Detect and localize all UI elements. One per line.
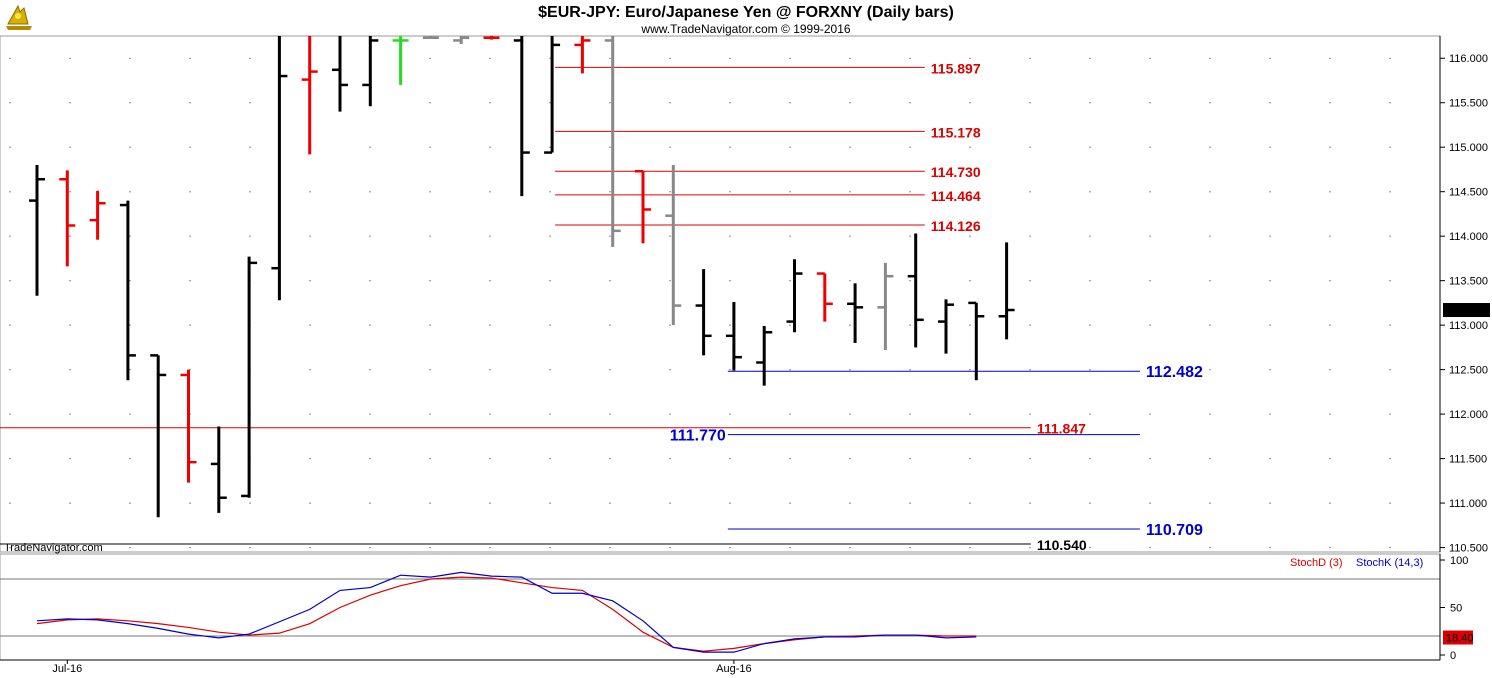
level-label: 111.770 bbox=[670, 428, 726, 445]
price-tick-label: 112.500 bbox=[1449, 365, 1488, 377]
x-axis: Jul-16 Aug-16 bbox=[0, 659, 1440, 675]
level-label: 114.126 bbox=[931, 218, 981, 234]
price-panel: 115.897 115.178 114.730 114.464 114.126 112.4… bbox=[0, 35, 1441, 553]
ohlc-bar bbox=[695, 269, 712, 356]
ohlc-bar bbox=[604, 36, 621, 247]
chart-title: $EUR-JPY: Euro/Japanese Yen @ FORXNY (Da… bbox=[538, 4, 954, 21]
price-tick-label: 114.000 bbox=[1449, 231, 1488, 243]
price-bars bbox=[29, 36, 1015, 518]
legend-stochK: StochK (14,3) bbox=[1356, 557, 1423, 569]
current-price-label: 113.170 bbox=[1446, 305, 1485, 317]
stoch-tick-label: 50 bbox=[1450, 603, 1462, 615]
ohlc-bar bbox=[665, 165, 682, 326]
stoch-tick-label: 100 bbox=[1450, 555, 1468, 567]
ohlc-bar bbox=[392, 36, 409, 85]
ohlc-bar bbox=[301, 36, 318, 155]
stochastic-panel bbox=[0, 553, 1441, 661]
ohlc-bar bbox=[362, 36, 379, 107]
ohlc-bar bbox=[119, 200, 136, 381]
current-price-tag bbox=[1443, 303, 1490, 318]
ohlc-bar bbox=[453, 36, 470, 45]
price-tick-label: 115.000 bbox=[1449, 142, 1488, 154]
stoch-value-label: 18.40 bbox=[1446, 633, 1474, 645]
ohlc-bar bbox=[59, 170, 76, 267]
ohlc-bar bbox=[180, 369, 197, 483]
ohlc-bar bbox=[271, 36, 288, 301]
price-tick-label: 116.000 bbox=[1449, 53, 1488, 65]
ohlc-bar bbox=[968, 301, 985, 381]
ohlc-bar bbox=[574, 36, 591, 74]
ohlc-bar bbox=[241, 256, 258, 498]
price-tick-label: 112.000 bbox=[1449, 409, 1488, 421]
level-label: 110.709 bbox=[1146, 522, 1203, 539]
ohlc-bar bbox=[544, 36, 561, 154]
ohlc-bar bbox=[29, 165, 45, 296]
ohlc-bar bbox=[422, 36, 439, 40]
stoch-value-tag bbox=[1443, 630, 1473, 645]
ohlc-bar bbox=[938, 299, 954, 354]
stochastic-axis: 0 50 100 18.40 bbox=[1439, 554, 1474, 662]
logo-icon bbox=[6, 4, 32, 30]
price-axis: 110.500 111.000 111.500 112.000 112.500 113.0… bbox=[1439, 36, 1492, 555]
level-label: 115.897 bbox=[931, 60, 981, 76]
ohlc-bar bbox=[816, 272, 833, 322]
level-label: 114.730 bbox=[931, 164, 981, 180]
x-tick-label: Jul-16 bbox=[52, 663, 82, 675]
stochastic-legend: StochD (3) StochK (14,3) bbox=[1290, 557, 1423, 569]
ohlc-bar bbox=[89, 190, 106, 240]
level-label: 114.464 bbox=[931, 188, 981, 204]
legend-stochD: StochD (3) bbox=[1290, 557, 1343, 569]
level-label: 115.178 bbox=[931, 124, 981, 140]
price-tick-label: 114.500 bbox=[1449, 187, 1488, 199]
ohlc-bar bbox=[998, 242, 1015, 340]
ohlc-bar bbox=[877, 262, 894, 351]
ohlc-bar bbox=[513, 36, 530, 197]
ohlc-bar bbox=[332, 36, 348, 112]
level-label: 111.847 bbox=[1037, 421, 1086, 437]
price-tick-label: 113.500 bbox=[1449, 276, 1488, 288]
price-tick-label: 110.500 bbox=[1449, 543, 1488, 555]
ohlc-bar bbox=[725, 302, 742, 371]
watermark-text: TradeNavigator.com bbox=[4, 542, 103, 554]
ohlc-bar bbox=[847, 283, 864, 343]
copyright-text: www.TradeNavigator.com © 1999-2016 bbox=[640, 22, 850, 36]
ohlc-bar bbox=[483, 36, 500, 40]
ohlc-bar bbox=[635, 169, 651, 244]
ohlc-bar bbox=[150, 354, 167, 518]
level-label: 110.540 bbox=[1037, 537, 1087, 553]
price-tick-label: 111.000 bbox=[1449, 498, 1487, 510]
ohlc-bar bbox=[756, 326, 773, 386]
price-tick-label: 115.500 bbox=[1449, 98, 1488, 110]
stoch-tick-label: 0 bbox=[1450, 650, 1456, 662]
price-tick-label: 113.000 bbox=[1449, 320, 1488, 332]
ohlc-bar bbox=[907, 233, 924, 348]
ohlc-bar bbox=[210, 426, 227, 513]
ohlc-bar bbox=[786, 259, 803, 333]
level-label: 112.482 bbox=[1146, 364, 1203, 381]
price-tick-label: 111.500 bbox=[1449, 454, 1487, 466]
x-tick-label: Aug-16 bbox=[716, 663, 751, 675]
stochK-line bbox=[36, 571, 977, 653]
